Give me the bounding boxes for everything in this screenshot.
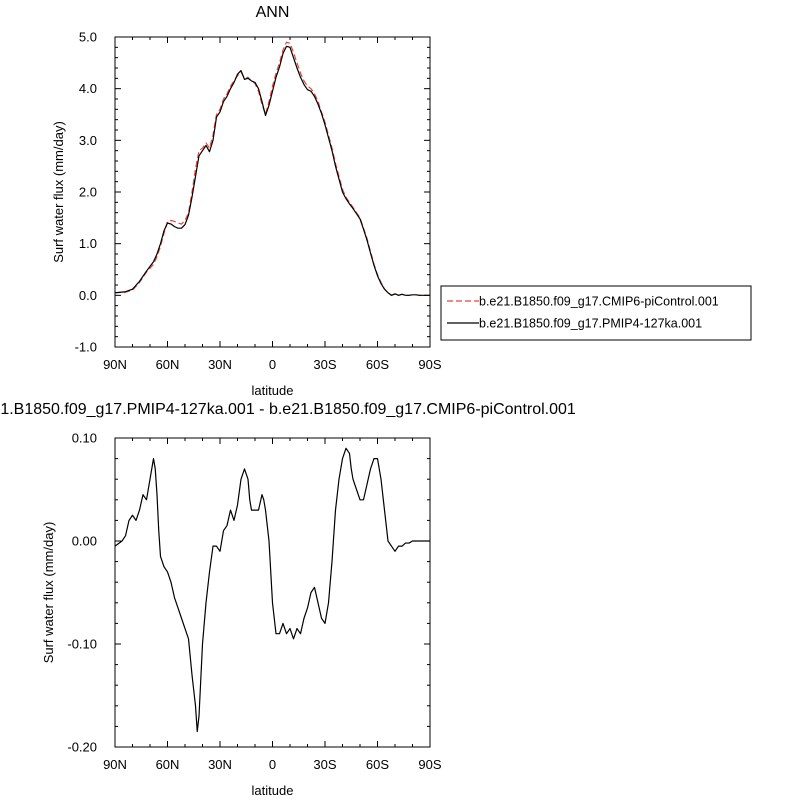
top-plot-x-tick-label: 90S xyxy=(418,357,441,372)
bottom-plot-y-tick-label: 0.00 xyxy=(72,534,97,549)
top-plot-title: ANN xyxy=(256,4,290,21)
bottom-plot-y-axis-label: Surf water flux (mm/day) xyxy=(41,522,56,664)
bottom-plot: b.e21.B1850.f09_g17.PMIP4-127ka.001 - b.… xyxy=(0,401,576,798)
bottom-plot-series-line-1 xyxy=(114,447,430,733)
bottom-plot-x-tick-label: 0 xyxy=(269,757,276,772)
top-plot-x-tick-label: 30S xyxy=(313,357,336,372)
top-plot-series-line-1 xyxy=(114,41,430,296)
top-plot-y-tick-label: 0.0 xyxy=(79,288,97,303)
top-plot-x-tick-label: 90N xyxy=(103,357,127,372)
bottom-plot-y-tick-label: -0.10 xyxy=(67,637,97,652)
legend: b.e21.B1850.f09_g17.CMIP6-piControl.001b… xyxy=(440,285,752,341)
legend-label-2: b.e21.B1850.f09_g17.PMIP4-127ka.001 xyxy=(479,317,702,331)
top-plot-x-tick-label: 60N xyxy=(156,357,180,372)
top-plot-y-tick-label: 2.0 xyxy=(79,185,97,200)
top-plot-x-tick-label: 30N xyxy=(208,357,232,372)
top-plot-x-tick-label: 0 xyxy=(269,357,276,372)
top-plot-y-axis-label: Surf water flux (mm/day) xyxy=(51,121,66,263)
top-plot-x-axis-label: latitude xyxy=(252,383,294,398)
top-plot-frame xyxy=(114,36,431,348)
bottom-plot-y-tick-label: 0.10 xyxy=(72,431,97,446)
top-plot-y-tick-label: 3.0 xyxy=(79,133,97,148)
bottom-plot-title: b.e21.B1850.f09_g17.PMIP4-127ka.001 - b.… xyxy=(0,401,576,418)
bottom-plot-x-tick-label: 30N xyxy=(208,757,232,772)
bottom-plot-x-tick-label: 60S xyxy=(366,757,389,772)
top-plot-y-tick-label: 5.0 xyxy=(79,30,97,45)
bottom-plot-x-tick-label: 60N xyxy=(156,757,180,772)
bottom-plot-y-tick-label: -0.20 xyxy=(67,740,97,755)
bottom-plot-x-tick-label: 90N xyxy=(103,757,127,772)
bottom-plot-x-tick-label: 90S xyxy=(418,757,441,772)
legend-label-1: b.e21.B1850.f09_g17.CMIP6-piControl.001 xyxy=(479,295,719,309)
top-plot-x-tick-label: 60S xyxy=(366,357,389,372)
legend-box xyxy=(440,285,752,341)
top-plot-y-tick-label: 4.0 xyxy=(79,81,97,96)
top-plot-y-tick-label: -1.0 xyxy=(75,340,97,355)
top-plot: ANN 90N 60N 30N 0 30S 60S 90S 5.0 4.0 3.0 2.0 1.0 0.0… xyxy=(51,4,752,398)
bottom-plot-x-tick-label: 30S xyxy=(313,757,336,772)
top-plot-series-line-2 xyxy=(114,45,430,296)
bottom-plot-x-axis-label: latitude xyxy=(252,783,294,798)
top-plot-y-tick-label: 1.0 xyxy=(79,236,97,251)
